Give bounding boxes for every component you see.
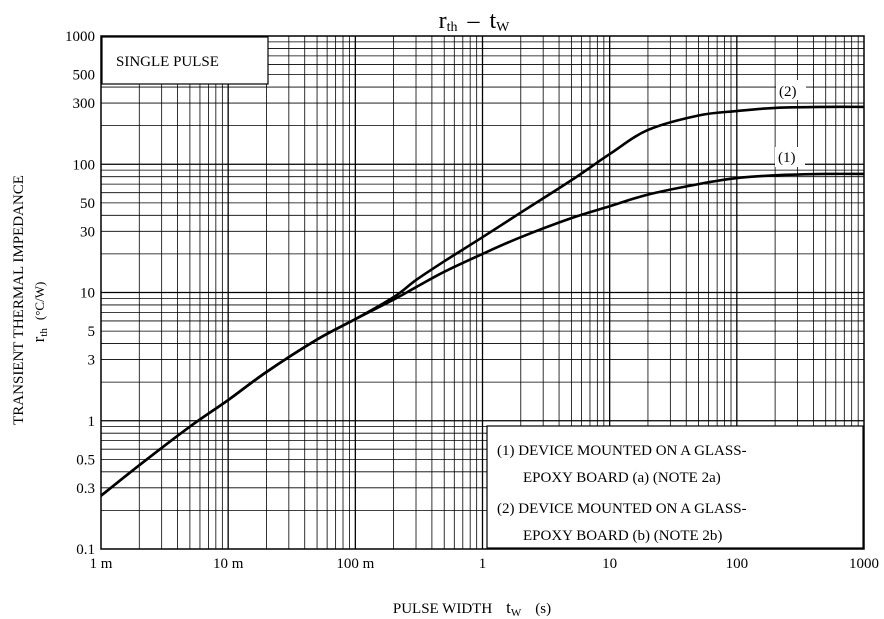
legend-line-2: EPOXY BOARD (a) (NOTE 2a) (523, 470, 721, 486)
title-symbol-t: t (490, 8, 497, 34)
title-symbol-r: r (439, 8, 447, 34)
legend-box-frame (486, 425, 864, 549)
x-tick-label: 10 (602, 556, 617, 572)
y-tick-label: 0.3 (76, 481, 95, 497)
x-tick-label: 1 (479, 556, 487, 572)
y-tick-label: 5 (88, 324, 96, 340)
series-label-1-text: (1) (778, 150, 796, 166)
x-tick-label: 1 m (90, 556, 113, 572)
series-label-2-text: (2) (779, 84, 797, 100)
x-tick-labels: 1 m 10 m 100 m 1 10 100 1000 (90, 556, 879, 572)
data-curves (100, 105, 865, 497)
single-pulse-box: SINGLE PULSE (101, 36, 269, 85)
x-axis-var-t: t (506, 598, 511, 617)
single-pulse-label: SINGLE PULSE (116, 54, 219, 70)
legend-line-1: (1) DEVICE MOUNTED ON A GLASS- (497, 443, 747, 459)
title-subscript-w: W (496, 20, 510, 35)
chart-title: rth – tW (439, 8, 511, 35)
y-axis-unit: (°C/W) (32, 282, 47, 320)
y-tick-label: 0.5 (76, 452, 95, 468)
title-dash: – (467, 8, 481, 34)
y-tick-labels: 0.1 0.3 0.5 1 3 5 10 30 50 100 300 500 1000 (65, 29, 95, 558)
legend-box: (1) DEVICE MOUNTED ON A GLASS- EPOXY BOA… (486, 425, 864, 549)
y-tick-label: 30 (80, 224, 95, 240)
y-tick-label: 50 (80, 196, 95, 212)
plot-frame (100, 35, 865, 550)
y-tick-label: 1000 (65, 29, 95, 45)
x-tick-label: 1000 (849, 556, 879, 572)
series-label-1: (1) (775, 147, 805, 167)
y-tick-label: 300 (73, 96, 96, 112)
y-tick-label: 0.1 (76, 542, 95, 558)
y-axis-label-symbol: rth (°C/W) (29, 282, 50, 343)
series-label-2: (2) (776, 80, 806, 100)
x-axis-unit: (s) (535, 601, 551, 617)
y-axis-label: TRANSIENT THERMAL IMPEDANCE rth (°C/W) (11, 175, 50, 425)
x-axis-label: PULSE WIDTH tW (s) (393, 598, 551, 619)
series-line-2 (100, 105, 865, 497)
series-label-1-background (775, 147, 805, 167)
title-subscript-th: th (447, 20, 458, 35)
x-tick-label: 100 (726, 556, 749, 572)
y-tick-label: 10 (80, 286, 95, 302)
y-tick-label: 500 (73, 68, 96, 84)
x-axis-var-sub-w: W (511, 607, 522, 619)
x-tick-label: 100 m (336, 556, 374, 572)
legend-line-4: EPOXY BOARD (b) (NOTE 2b) (523, 528, 722, 544)
y-tick-label: 3 (88, 353, 96, 369)
y-tick-label: 1 (88, 414, 96, 430)
y-tick-label: 100 (73, 157, 96, 173)
y-axis-var-r: r (29, 336, 48, 342)
y-axis-label-text: TRANSIENT THERMAL IMPEDANCE (11, 175, 27, 425)
series-label-2-background (776, 80, 806, 100)
x-tick-label: 10 m (213, 556, 244, 572)
y-axis-var-sub-th: th (38, 328, 50, 337)
x-axis-label-text: PULSE WIDTH (393, 601, 492, 617)
legend-line-3: (2) DEVICE MOUNTED ON A GLASS- (497, 501, 747, 517)
single-pulse-box-frame (101, 36, 269, 85)
